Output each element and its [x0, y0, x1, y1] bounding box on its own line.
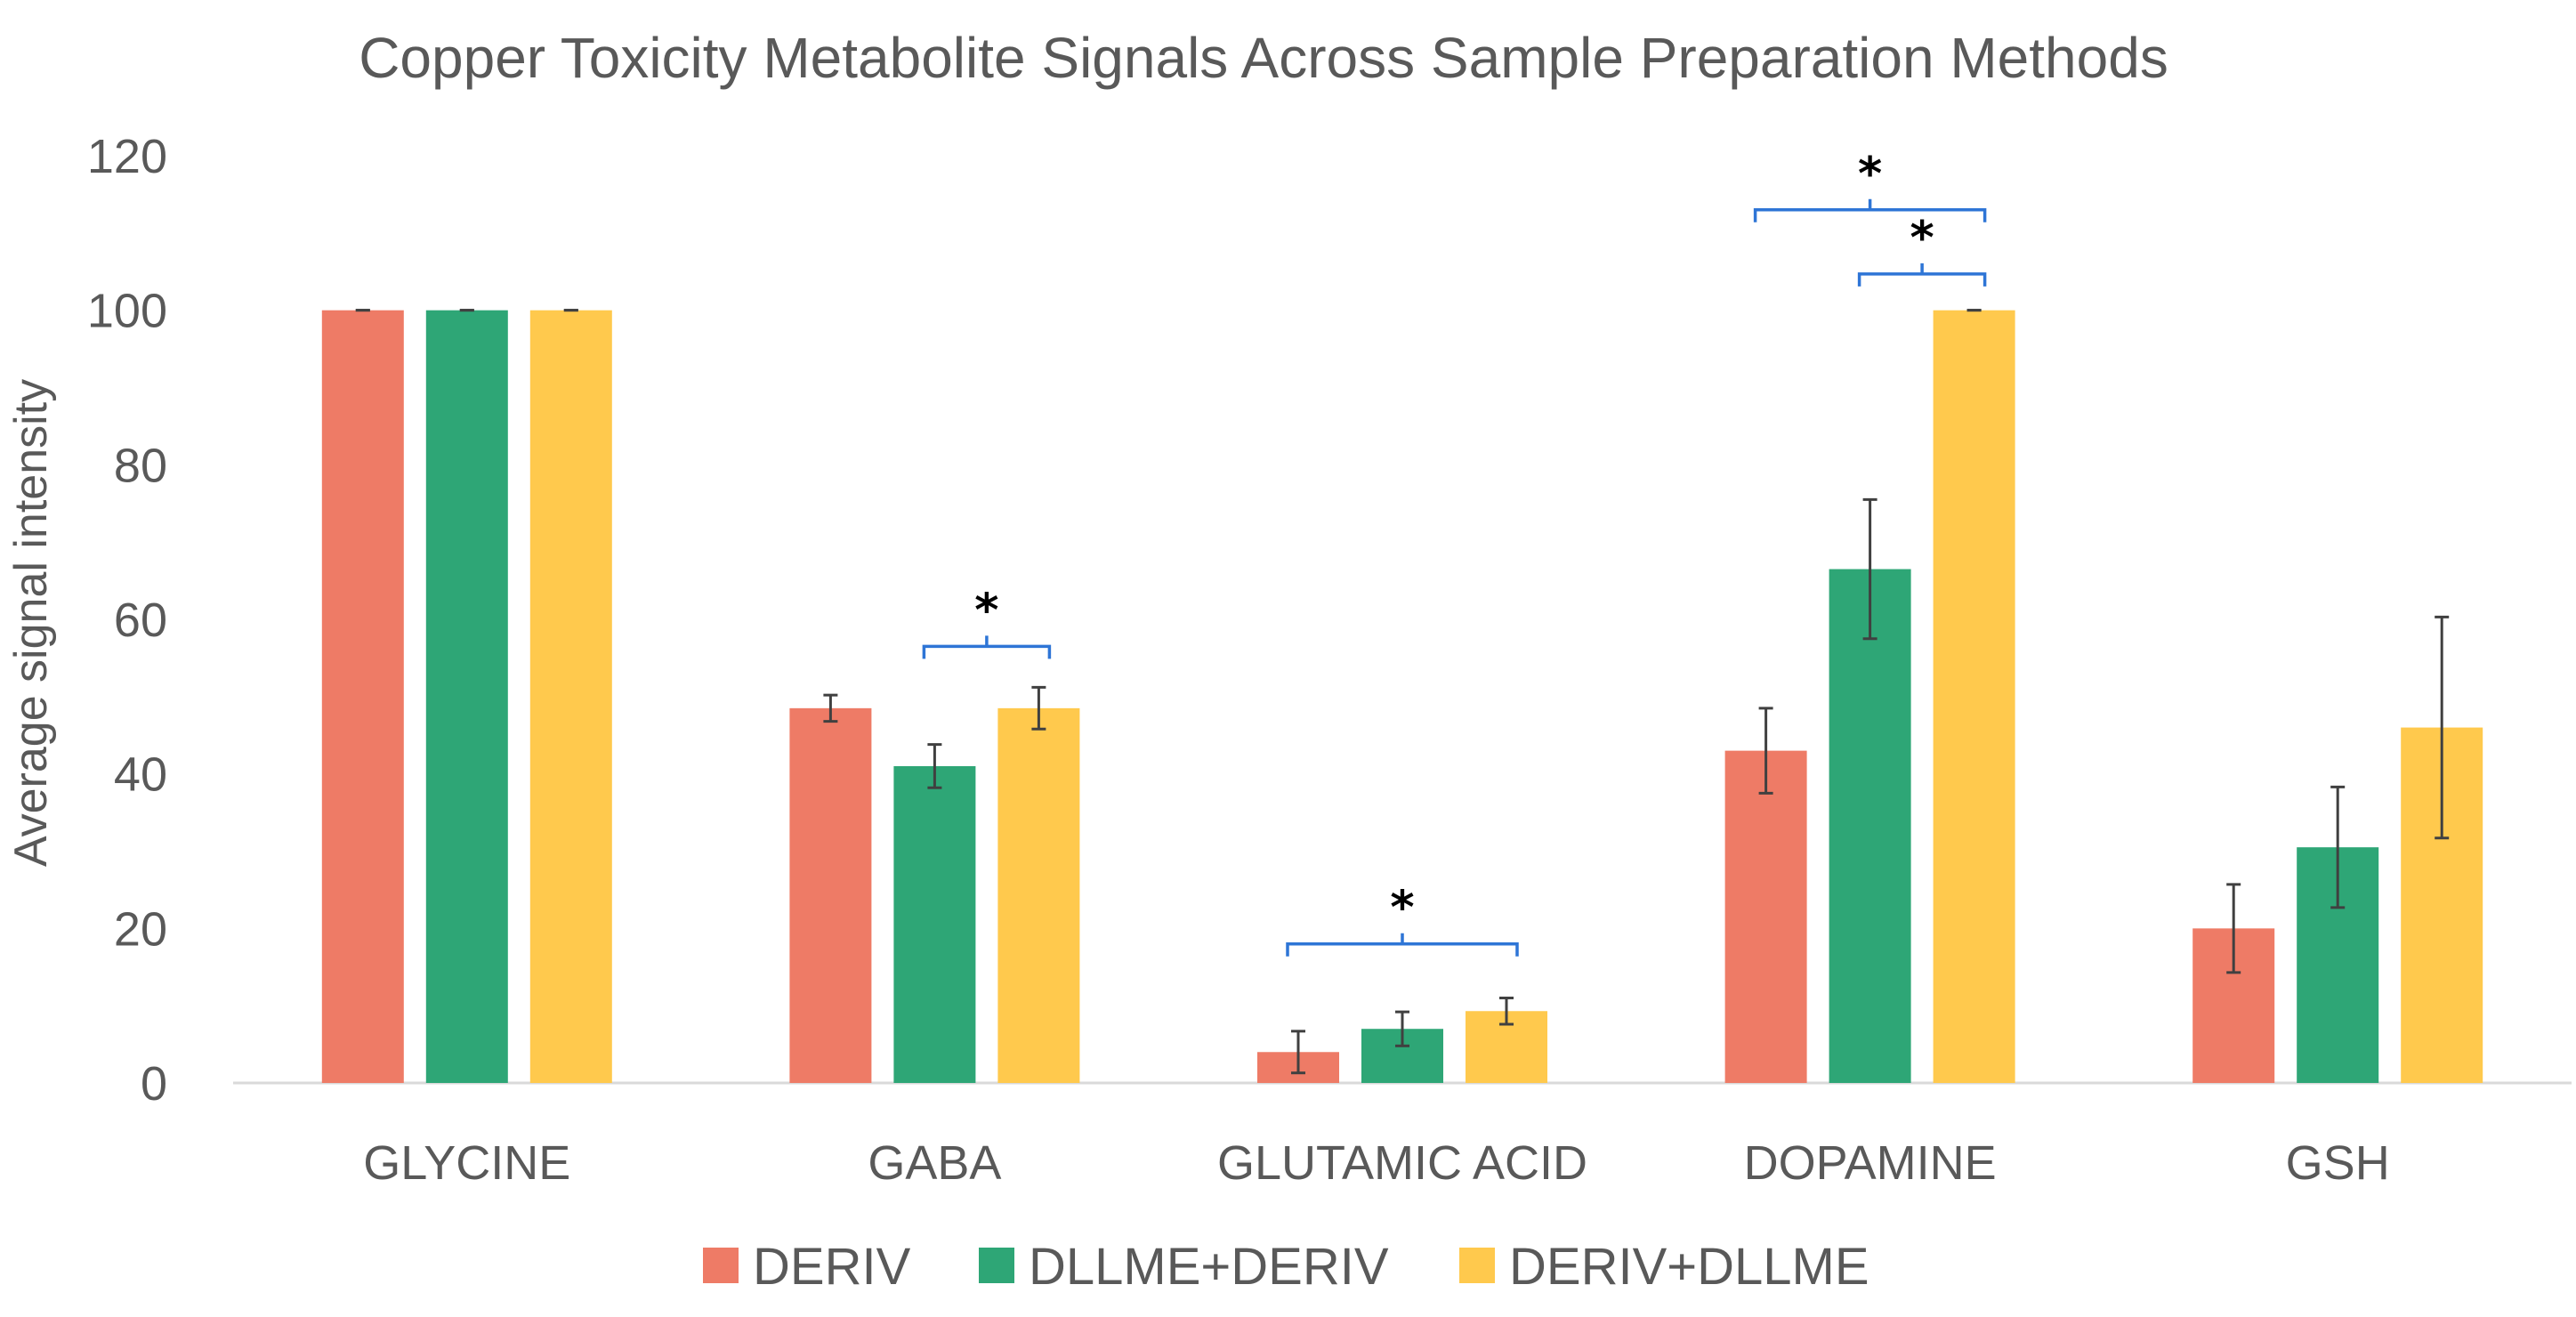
x-category-label: GLYCINE: [363, 1136, 570, 1190]
chart-title: Copper Toxicity Metabolite Signals Acros…: [359, 26, 2168, 90]
legend-label: DERIV+DLLME: [1509, 1238, 1869, 1296]
significance-layer: * * * *: [922, 148, 1987, 957]
error-bar: [823, 693, 838, 723]
bar: [1724, 750, 1807, 1083]
legend-swatch: [1459, 1248, 1495, 1283]
legend-item: DLLME+DERIV: [979, 1238, 1389, 1296]
x-category-label: GABA: [868, 1136, 1001, 1190]
significance-bracket: *: [922, 584, 1052, 659]
y-axis-ticks: 0 20 40 60 80 100 120: [87, 130, 167, 1111]
bar: [789, 707, 872, 1083]
y-axis-label: Average signal intensity: [5, 379, 57, 867]
bar: [1829, 569, 1911, 1083]
bar: [1933, 310, 2015, 1084]
legend-label: DLLME+DERIV: [1029, 1238, 1389, 1296]
significance-bracket: *: [1857, 212, 1987, 287]
significance-bracket: *: [1753, 148, 1987, 222]
legend-item: DERIV+DLLME: [1459, 1238, 1869, 1296]
y-tick-label: 40: [114, 748, 167, 802]
legend-label: DERIV: [753, 1238, 911, 1296]
error-bar: [1395, 1010, 1409, 1047]
significance-star: *: [1910, 212, 1934, 265]
bars-layer: [321, 310, 2483, 1084]
legend-swatch: [979, 1248, 1014, 1283]
error-bars-layer: [355, 309, 2450, 1075]
x-category-label: DOPAMINE: [1744, 1136, 1997, 1190]
bar: [425, 310, 508, 1084]
y-tick-label: 20: [114, 902, 167, 956]
legend: DERIV DLLME+DERIV DERIV+DLLME: [703, 1238, 1869, 1296]
x-category-label: GSH: [2286, 1136, 2390, 1190]
y-tick-label: 100: [87, 285, 167, 338]
x-category-label: GLUTAMIC ACID: [1217, 1136, 1587, 1190]
bar: [529, 310, 612, 1084]
legend-item: DERIV: [703, 1238, 911, 1296]
error-bar: [1031, 685, 1046, 731]
error-bar: [1758, 707, 1773, 795]
y-tick-label: 120: [87, 130, 167, 183]
significance-star: *: [1858, 148, 1882, 201]
significance-bracket: *: [1286, 882, 1519, 957]
significance-star: *: [974, 584, 998, 637]
y-tick-label: 80: [114, 439, 167, 492]
significance-star: *: [1390, 882, 1414, 935]
error-bar: [2435, 615, 2450, 840]
x-axis-categories: GLYCINE GABA GLUTAMIC ACID DOPAMINE GSH: [363, 1136, 2389, 1190]
error-bar: [1291, 1030, 1305, 1075]
error-bar: [2330, 785, 2346, 909]
bar: [321, 310, 404, 1084]
legend-swatch: [703, 1248, 739, 1283]
bar: [893, 765, 976, 1083]
error-bar: [927, 743, 942, 789]
bar: [997, 707, 1080, 1083]
y-tick-label: 60: [114, 594, 167, 647]
error-bar: [1862, 497, 1877, 641]
error-bar: [1499, 996, 1514, 1026]
error-bar: [2226, 883, 2241, 974]
y-tick-label: 0: [141, 1057, 167, 1111]
